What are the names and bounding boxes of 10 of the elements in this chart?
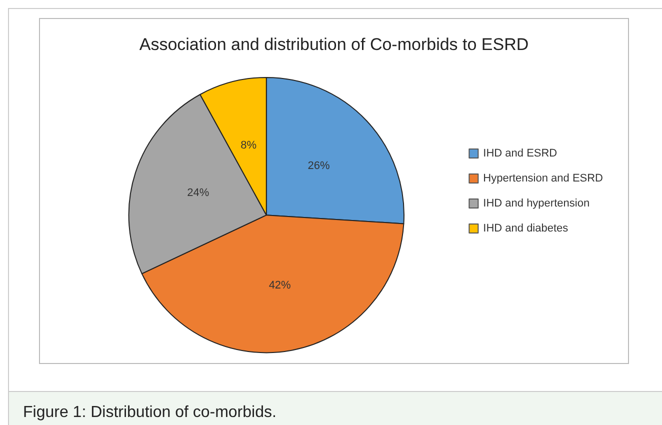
- chart-title: Association and distribution of Co-morbids to ESRD: [139, 35, 529, 54]
- data-label: 26%: [308, 160, 330, 172]
- legend-label: IHD and ESRD: [483, 148, 558, 160]
- legend-label: Hypertension and ESRD: [483, 172, 604, 184]
- data-label: 24%: [187, 186, 210, 199]
- legend-label: IHD and hypertension: [483, 198, 590, 210]
- data-label: 42%: [268, 280, 292, 292]
- data-label: 8%: [240, 140, 257, 152]
- caption: Figure 1: Distribution of co-morbids.: [9, 391, 662, 425]
- legend-label: IHD and diabetes: [483, 222, 569, 234]
